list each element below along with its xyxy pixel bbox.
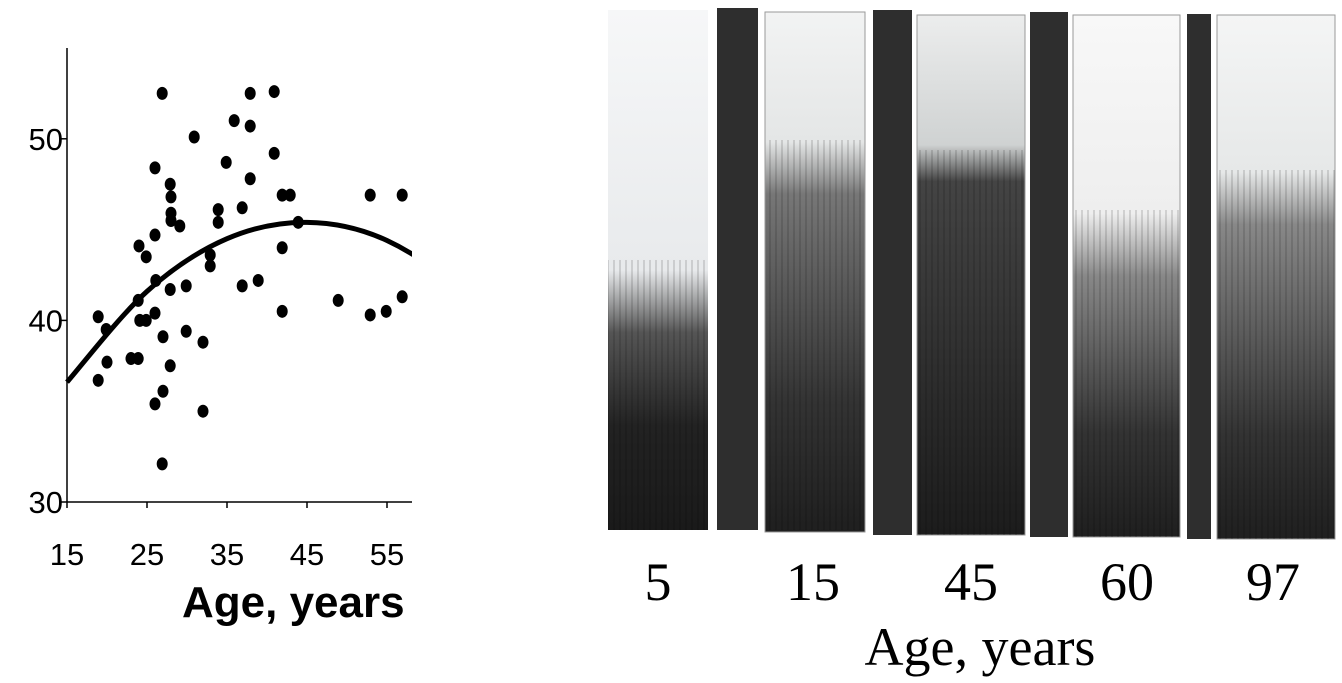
figure: Age, years 5 15 45 60 97 Age, years 30 40 50 15… [0,0,1342,683]
point [517,359,528,372]
strip-texture [608,260,708,530]
point [397,189,408,202]
point [165,178,176,191]
point [413,419,424,432]
y-tick-label: 50 [29,122,63,157]
point [141,250,152,263]
strip-texture [1073,210,1180,537]
point [150,161,161,174]
point [245,87,256,100]
point [245,172,256,185]
point [437,292,448,305]
point [157,457,168,470]
point [102,356,113,369]
point [165,359,176,372]
divider [1187,14,1211,539]
point [150,229,161,242]
image-panel: Age, years 5 15 45 60 97 [608,8,1335,677]
x-tick-label: 35 [210,537,244,572]
strip-label: 60 [1100,552,1154,612]
point [397,290,408,303]
y-tick-label: 40 [29,303,63,338]
point [150,307,161,320]
point [189,130,200,143]
point [237,279,248,292]
point [198,405,209,418]
point [285,189,296,202]
point [181,325,192,338]
point [365,189,376,202]
point [133,352,144,365]
point [365,308,376,321]
y-tick-label: 30 [29,485,63,520]
x-tick-label: 15 [50,537,84,572]
point [229,114,240,127]
point [269,85,280,98]
point [381,305,392,318]
point [517,319,528,332]
point [93,374,104,387]
divider [717,8,758,530]
point [158,330,169,343]
point [533,294,544,307]
point [166,190,177,203]
strip-texture [917,150,1025,535]
x-tick-label: 45 [290,537,324,572]
point [93,310,104,323]
divider [873,10,912,535]
point [477,307,488,320]
strip-label: 15 [786,552,840,612]
point [150,397,161,410]
point [269,147,280,160]
x-axis-label: Age, years [182,578,405,627]
x-tick-label: 55 [370,537,404,572]
point [213,203,224,216]
point [237,201,248,214]
x-tick-label: 75 [530,537,564,572]
point [198,336,209,349]
strip-texture [765,140,865,530]
point [253,274,264,287]
point [277,305,288,318]
strip-texture [1217,170,1335,539]
point [453,372,464,385]
point [213,216,224,229]
point [165,283,176,296]
strip-label: 45 [944,552,998,612]
point [245,120,256,133]
point [158,385,169,398]
point [174,219,185,232]
point [477,426,488,439]
point [157,87,168,100]
divider [1030,12,1068,537]
x-tick-label: 25 [130,537,164,572]
point [277,241,288,254]
x-tick-label: 65 [450,537,484,572]
point [421,89,432,102]
point [181,279,192,292]
point [333,294,344,307]
image-x-label: Age, years [865,617,1096,677]
point [221,156,232,169]
scatter-plot: Age, years 30 40 50 15 25 35 45 55 65 75 [29,48,565,627]
strip-label: 97 [1246,552,1300,612]
point [501,287,512,300]
point [134,239,145,252]
strip-label: 5 [645,552,672,612]
